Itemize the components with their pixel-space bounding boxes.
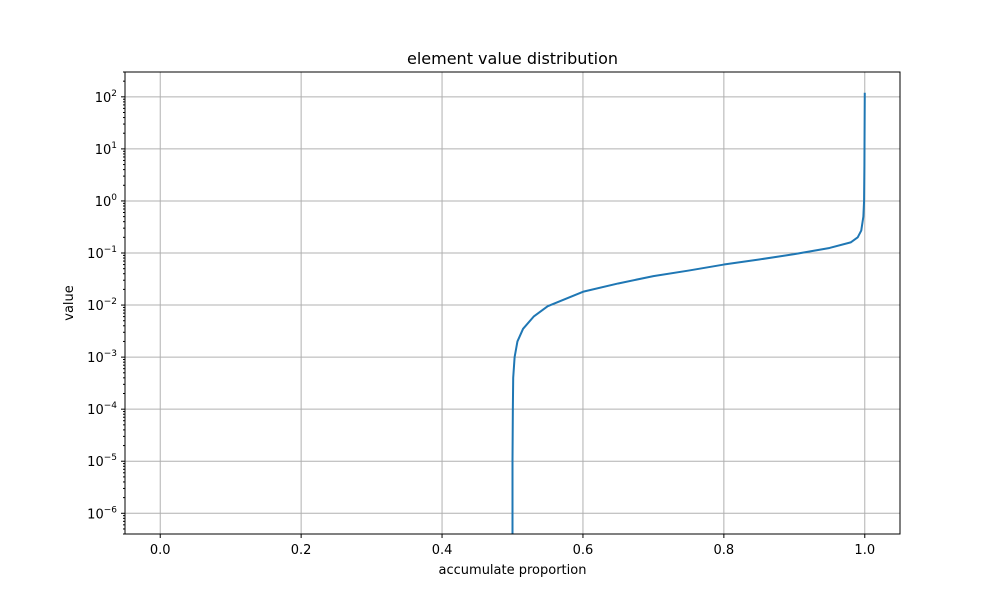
y-tick-label-exponent: −4 [104,401,118,411]
plot-frame [124,71,901,535]
y-tick-label-exponent: 1 [111,141,117,151]
x-tick-label: 0.8 [714,543,735,558]
y-tick-label: 10−2 [87,297,117,314]
y-tick-label-base: 10 [87,247,104,262]
y-tick-label-exponent: −3 [104,349,117,359]
chart-title: element value distribution [407,49,618,68]
y-tick-label-base: 10 [87,351,104,366]
y-tick-label: 10−4 [87,401,117,418]
y-tick-label: 10−6 [87,505,117,522]
y-tick-label: 100 [95,193,118,210]
y-tick-label-base: 10 [95,143,112,158]
series-line [511,92,866,534]
x-tick-label: 0.4 [432,543,453,558]
y-tick-label-base: 10 [95,195,112,210]
y-tick-label-exponent: −6 [104,505,118,515]
y-tick-label: 101 [95,141,117,158]
series-lines [511,92,866,534]
x-tick-label: 0.6 [573,543,594,558]
y-axis-label: value [62,285,77,321]
y-tick-label-base: 10 [87,299,104,314]
y-tick-label-exponent: −2 [104,297,117,307]
x-tick-label: 1.0 [854,543,875,558]
y-tick-label: 10−1 [87,245,117,262]
x-tick-label: 0.2 [291,543,312,558]
x-tick-label: 0.0 [150,543,171,558]
y-tick-label-base: 10 [87,507,104,522]
y-tick-label-base: 10 [87,403,104,418]
x-axis-label: accumulate proportion [439,563,587,578]
y-tick-label: 102 [95,89,117,106]
y-tick-label: 10−5 [87,453,117,470]
y-tick-label-base: 10 [95,91,112,106]
y-tick-label-exponent: −1 [104,245,117,255]
y-tick-label-exponent: −5 [104,453,117,463]
axis-ticks: 0.0 0.2 0.4 0.6 0.8 1.010210110010−110−210−31… [87,71,875,558]
y-tick-label: 10−3 [87,349,117,366]
y-tick-label-exponent: 0 [111,193,117,203]
y-tick-label-base: 10 [87,455,104,470]
y-tick-label-exponent: 2 [111,89,117,99]
